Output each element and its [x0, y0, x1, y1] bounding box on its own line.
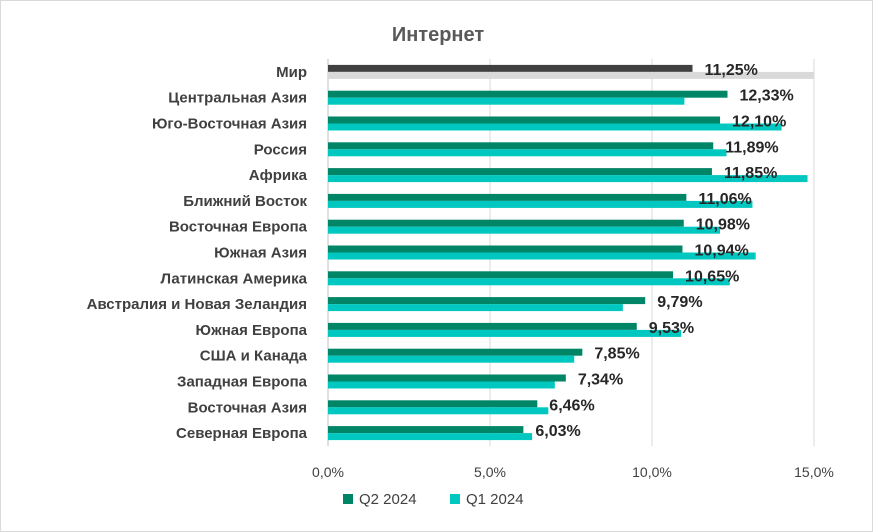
bar-q2-2024 [328, 90, 728, 98]
data-label: 6,46% [549, 397, 594, 414]
bar-q2-2024 [328, 116, 721, 124]
bar-q1-2024 [328, 433, 533, 441]
data-label: 12,33% [739, 88, 793, 105]
data-label: 11,89% [725, 139, 778, 156]
legend-label-q1-2024: Q1 2024 [466, 491, 524, 508]
category-label: Юго-Восточная Азия [152, 116, 307, 133]
bar-q2-2024 [328, 374, 566, 382]
category-label: США и Канада [200, 348, 308, 365]
category-label: Южная Европа [195, 322, 307, 339]
legend-swatch-q2-2024 [343, 494, 353, 504]
bar-q1-2024 [328, 252, 756, 260]
bar-q1-2024 [328, 329, 682, 337]
bar-q2-2024 [328, 64, 693, 72]
data-label: 12,10% [732, 114, 786, 131]
bar-q1-2024 [328, 175, 808, 183]
data-label: 9,53% [649, 320, 694, 337]
data-label: 11,85% [724, 165, 777, 182]
x-tick-label-3: 15,0% [794, 464, 834, 480]
legend-swatch-q1-2024 [450, 494, 460, 504]
bar-q2-2024 [328, 168, 712, 176]
bar-q1-2024 [328, 304, 623, 312]
category-label: Мир [276, 64, 307, 81]
bar-q1-2024 [328, 149, 727, 157]
data-label: 11,06% [698, 191, 751, 208]
category-label: Центральная Азия [168, 90, 307, 107]
category-label: Западная Европа [177, 374, 308, 391]
category-label: Восточная Европа [169, 219, 308, 236]
category-label: Восточная Азия [188, 399, 307, 416]
bar-q2-2024 [328, 142, 714, 150]
category-label: Ближний Восток [183, 193, 307, 210]
bar-q1-2024 [328, 123, 782, 131]
category-label: Африка [249, 167, 308, 184]
category-label: Южная Азия [214, 245, 307, 262]
bar-q1-2024 [328, 226, 721, 234]
x-tick-label-0: 0,0% [312, 464, 344, 480]
x-tick-label-1: 5,0% [474, 464, 506, 480]
bar-q2-2024 [328, 322, 637, 330]
bar-q2-2024 [328, 400, 538, 408]
category-label: Австралия и Новая Зеландия [87, 296, 307, 313]
data-label: 10,65% [685, 268, 739, 285]
bar-q1-2024 [328, 381, 555, 389]
bar-q1-2024 [328, 278, 730, 286]
bar-q1-2024 [328, 355, 575, 363]
bar-q2-2024 [328, 193, 687, 201]
category-label: Латинская Америка [161, 270, 308, 287]
bar-q1-2024 [328, 200, 753, 208]
data-label: 7,34% [578, 372, 623, 389]
bar-q2-2024 [328, 297, 646, 305]
data-label: 11,25% [705, 62, 758, 79]
data-label: 9,79% [657, 294, 702, 311]
data-label: 10,94% [694, 243, 748, 260]
data-label: 6,03% [535, 423, 580, 440]
legend-label-q2-2024: Q2 2024 [359, 491, 417, 508]
category-label: Россия [254, 141, 307, 158]
bar-q2-2024 [328, 426, 524, 434]
bar-q2-2024 [328, 348, 583, 356]
bar-q2-2024 [328, 245, 683, 253]
category-label: Северная Европа [176, 425, 308, 442]
bar-q1-2024 [328, 407, 549, 415]
data-label: 10,98% [696, 217, 750, 234]
bar-q1-2024 [328, 97, 685, 105]
data-label: 7,85% [594, 346, 639, 363]
bar-q2-2024 [328, 271, 674, 279]
chart-title: Интернет [392, 24, 485, 46]
bar-q1-2024-reference [328, 71, 814, 79]
x-tick-label-2: 10,0% [632, 464, 672, 480]
bar-q2-2024 [328, 219, 684, 227]
